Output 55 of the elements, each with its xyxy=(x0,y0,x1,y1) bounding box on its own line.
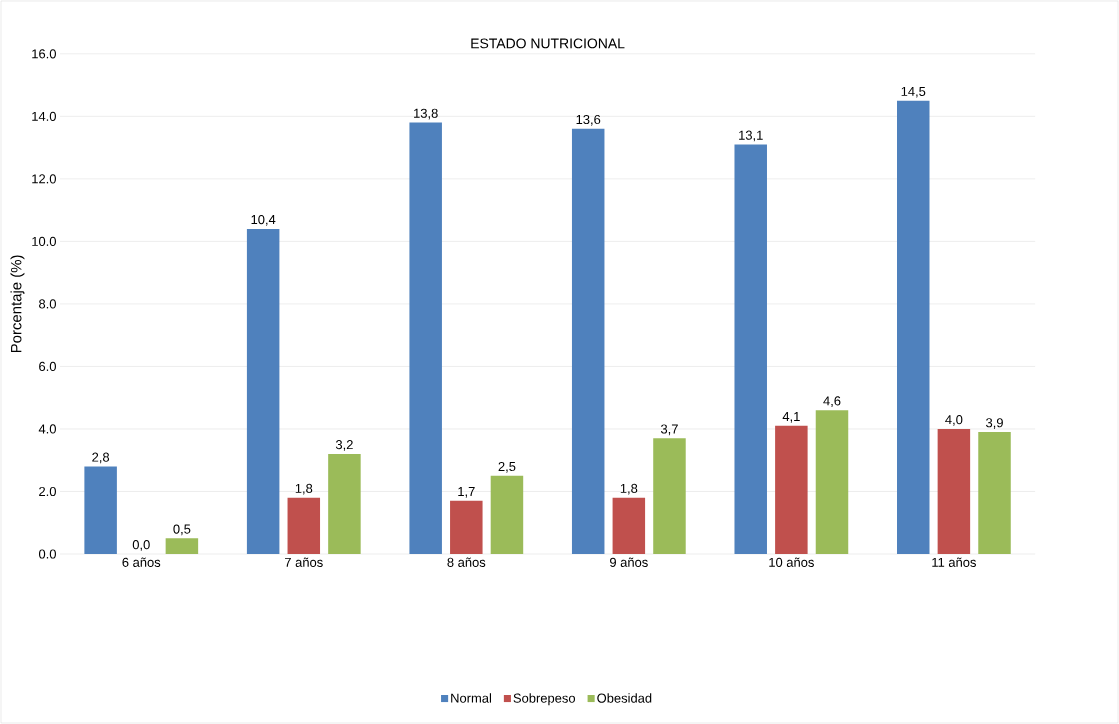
bar xyxy=(84,466,117,554)
bar xyxy=(328,453,361,554)
y-tick-label: 10.0 xyxy=(32,236,56,246)
data-label: 14,5 xyxy=(901,86,926,98)
data-label: 10,4 xyxy=(251,214,276,226)
data-label: 1,7 xyxy=(458,487,475,498)
y-tick-label: 12.0 xyxy=(32,174,56,184)
y-tick-label: 2.0 xyxy=(39,486,56,497)
bar xyxy=(653,438,686,554)
x-tick-label: 6 años xyxy=(122,557,161,567)
data-label: 1,8 xyxy=(295,483,313,495)
bar xyxy=(612,497,646,554)
bar xyxy=(287,497,321,554)
y-tick-label: 8.0 xyxy=(39,299,56,309)
legend-label: Obesidad xyxy=(597,693,652,703)
bar xyxy=(775,425,808,554)
x-tick-label: 10 años xyxy=(769,557,814,567)
data-label: 2,5 xyxy=(498,461,516,473)
data-label: 0,5 xyxy=(173,524,191,536)
y-tick-label: 4.0 xyxy=(38,424,56,434)
y-tick-label: 0.0 xyxy=(38,549,56,559)
bar xyxy=(490,475,524,554)
y-tick-label: 14.0 xyxy=(32,111,56,121)
bar xyxy=(815,410,849,554)
bar xyxy=(897,100,930,554)
bar xyxy=(571,128,605,554)
legend-label: Sobrepeso xyxy=(513,693,576,706)
x-tick-label: 11 años xyxy=(932,557,976,567)
bar xyxy=(165,538,199,554)
chart-title: ESTADO NUTRICIONAL xyxy=(471,38,625,49)
legend-label: Normal xyxy=(451,693,491,703)
data-label: 13,8 xyxy=(414,108,438,120)
bar xyxy=(246,228,280,554)
data-label: 3,9 xyxy=(986,418,1003,429)
data-label: 4,0 xyxy=(945,415,963,426)
y-axis-title: Porcentaje (%) xyxy=(10,255,25,353)
data-label: 13,1 xyxy=(739,130,763,142)
bar xyxy=(409,122,442,554)
data-label: 3,2 xyxy=(335,440,353,451)
bar xyxy=(734,144,767,554)
data-label: 2,8 xyxy=(92,452,110,464)
data-label: 0,0 xyxy=(132,540,150,551)
data-label: 4,6 xyxy=(823,396,841,407)
bar xyxy=(450,500,483,554)
bar xyxy=(978,432,1011,554)
x-tick-label: 9 años xyxy=(610,557,648,567)
x-tick-label: 8 años xyxy=(447,557,486,567)
y-tick-label: 16.0 xyxy=(32,49,56,59)
bar xyxy=(937,428,971,554)
data-label: 3,7 xyxy=(660,424,678,436)
x-tick-label: 7 años xyxy=(285,557,323,567)
data-label: 1,8 xyxy=(620,483,638,495)
y-tick-label: 6.0 xyxy=(39,361,56,372)
data-label: 13,6 xyxy=(576,114,601,126)
data-label: 4,1 xyxy=(782,412,800,423)
